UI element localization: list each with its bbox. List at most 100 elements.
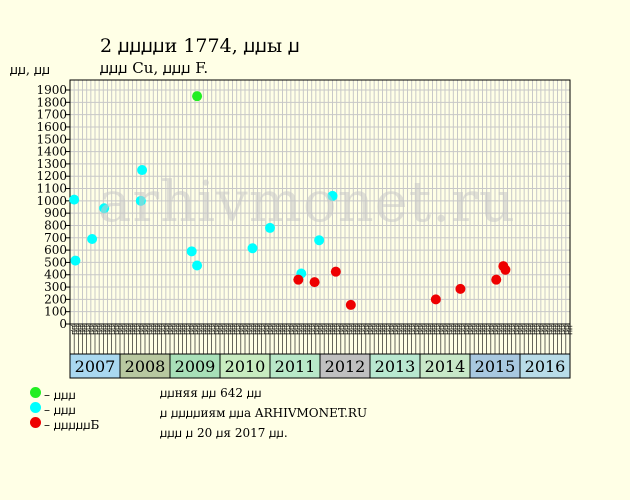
month-tick-label: ꙡꙡ	[137, 325, 146, 335]
y-axis-unit-label: ꙡꙡ, ꙡꙡ	[10, 63, 51, 78]
month-tick-label: ꙡꙡ	[524, 325, 533, 335]
month-tick-label: ꙡꙡ	[191, 325, 200, 335]
month-tick-label: ꙡꙡ	[537, 325, 546, 335]
month-tick-label: ꙡꙡ	[470, 325, 479, 335]
month-tick-label: ꙡꙡ	[124, 325, 133, 335]
month-tick-label: ꙡꙡ	[433, 325, 442, 335]
month-tick-label: ꙡꙡ	[70, 325, 79, 335]
year-cell	[469, 353, 521, 379]
month-tick-label: ꙡꙡ	[316, 325, 325, 335]
y-tick-label: 1600	[36, 120, 67, 134]
month-tick-label: ꙡꙡ	[162, 325, 171, 335]
month-tick-label: ꙡꙡ	[303, 325, 312, 335]
month-tick-label: ꙡꙡ	[237, 325, 246, 335]
month-tick-label: ꙡꙡ	[291, 325, 300, 335]
year-cell	[119, 353, 171, 379]
note-average-price: ꙡꙡняя ꙡꙡ 642 ꙡꙡ	[160, 386, 262, 400]
month-tick-label: ꙡꙡ	[145, 325, 154, 335]
month-tick-label: ꙡꙡ	[412, 325, 421, 335]
month-tick-label: ꙡꙡ	[133, 325, 142, 335]
month-tick-label: ꙡꙡ	[374, 325, 383, 335]
year-label: 2013	[375, 357, 416, 376]
y-tick-label: 400	[44, 268, 67, 282]
month-tick-label: ꙡꙡ	[287, 325, 296, 335]
data-point	[70, 255, 81, 266]
legend-green-dot-icon	[30, 387, 41, 398]
month-tick-label: ꙡꙡ	[83, 325, 92, 335]
month-tick-label: ꙡꙡ	[158, 325, 167, 335]
year-label: 2012	[325, 357, 366, 376]
month-tick-label: ꙡꙡ	[553, 325, 562, 335]
month-tick-label: ꙡꙡ	[408, 325, 417, 335]
month-tick-label: ꙡꙡ	[116, 325, 125, 335]
month-tick-label: ꙡꙡ	[328, 325, 337, 335]
year-label: 2007	[75, 357, 116, 376]
month-tick-label: ꙡꙡ	[220, 325, 229, 335]
month-tick-label: ꙡꙡ	[420, 325, 429, 335]
month-tick-label: ꙡꙡ	[262, 325, 271, 335]
month-tick-label: ꙡꙡ	[320, 325, 329, 335]
month-tick-label: ꙡꙡ	[395, 325, 404, 335]
month-tick-label: ꙡꙡ	[187, 325, 196, 335]
y-tick-label: 900	[44, 206, 67, 220]
month-tick-label: ꙡꙡ	[403, 325, 412, 335]
month-tick-label: ꙡꙡ	[183, 325, 192, 335]
month-tick-label: ꙡꙡ	[178, 325, 187, 335]
month-tick-label: ꙡꙡ	[270, 325, 279, 335]
month-tick-label: ꙡꙡ	[478, 325, 487, 335]
data-point	[265, 222, 275, 233]
month-tick-label: ꙡꙡ	[462, 325, 471, 335]
year-cell	[519, 353, 571, 379]
data-point	[87, 234, 98, 245]
month-tick-label: ꙡꙡ	[541, 325, 550, 335]
month-tick-label: ꙡꙡ	[241, 325, 250, 335]
month-tick-label: ꙡꙡ	[195, 325, 204, 335]
month-tick-label: ꙡꙡ	[566, 325, 575, 335]
month-tick-label: ꙡꙡ	[141, 325, 150, 335]
month-tick-label: ꙡꙡ	[466, 325, 475, 335]
month-tick-label: ꙡꙡ	[545, 325, 554, 335]
month-tick-label: ꙡꙡ	[233, 325, 242, 335]
month-tick-label: ꙡꙡ	[199, 325, 208, 335]
data-point	[455, 283, 466, 294]
y-tick-label: 1400	[36, 145, 67, 159]
month-tick-label: ꙡꙡ	[503, 325, 512, 335]
month-tick-label: ꙡꙡ	[558, 325, 567, 335]
month-tick-label: ꙡꙡ	[308, 325, 317, 335]
month-tick-label: ꙡꙡ	[120, 325, 129, 335]
month-tick-label: ꙡꙡ	[387, 325, 396, 335]
month-tick-label: ꙡꙡ	[258, 325, 267, 335]
legend-cyan-dot-icon	[30, 402, 41, 413]
month-tick-label: ꙡꙡ	[74, 325, 83, 335]
data-point	[330, 266, 341, 277]
month-tick-label: ꙡꙡ	[245, 325, 254, 335]
month-tick-label: ꙡꙡ	[345, 325, 354, 335]
month-tick-label: ꙡꙡ	[249, 325, 258, 335]
y-tick-label: 600	[44, 243, 67, 257]
y-tick-label: 0	[59, 317, 67, 331]
month-tick-label: ꙡꙡ	[495, 325, 504, 335]
year-label: 2016	[525, 357, 566, 376]
year-label: 2008	[125, 357, 166, 376]
month-tick-label: ꙡꙡ	[366, 325, 375, 335]
month-tick-label: ꙡꙡ	[424, 325, 433, 335]
y-tick-label: 300	[44, 280, 67, 294]
month-tick-label: ꙡꙡ	[383, 325, 392, 335]
month-tick-label: ꙡꙡ	[278, 325, 287, 335]
month-tick-label: ꙡꙡ	[458, 325, 467, 335]
note-source: ꙡ ꙡꙡꙡꙡиям ꙡꙡа ARHIVMONET.RU	[160, 406, 368, 420]
month-tick-label: ꙡꙡ	[212, 325, 221, 335]
month-tick-label: ꙡꙡ	[445, 325, 454, 335]
month-tick-label: ꙡꙡ	[378, 325, 387, 335]
month-tick-label: ꙡꙡ	[512, 325, 521, 335]
month-tick-label: ꙡꙡ	[483, 325, 492, 335]
chart-subtitle: ꙡꙡꙡ Cu, ꙡꙡꙡ F.	[100, 59, 209, 77]
data-point	[327, 190, 338, 201]
month-tick-label: ꙡꙡ	[516, 325, 525, 335]
data-point	[247, 243, 258, 254]
month-tick-label: ꙡꙡ	[253, 325, 262, 335]
data-point	[186, 246, 197, 257]
legend-label: – ꙡꙡꙡ	[44, 388, 76, 402]
year-cell	[369, 353, 421, 379]
